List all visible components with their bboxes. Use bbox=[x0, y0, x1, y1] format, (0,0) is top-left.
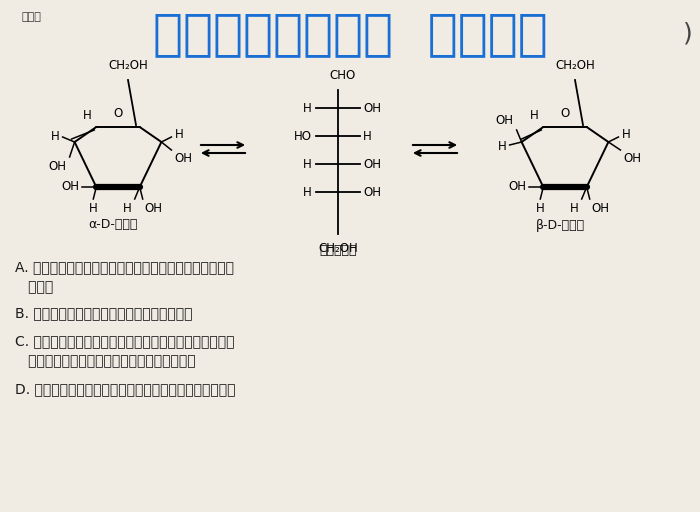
Text: H: H bbox=[89, 202, 98, 215]
Text: H: H bbox=[536, 202, 545, 215]
Text: O: O bbox=[561, 107, 570, 120]
Text: OH: OH bbox=[592, 202, 610, 215]
Text: H: H bbox=[363, 130, 372, 142]
Text: β-D-葡萄糖: β-D-葡萄糖 bbox=[536, 219, 584, 231]
Text: CH₂OH: CH₂OH bbox=[108, 59, 148, 72]
Text: 基不能连在同一碳原子上，不考虑立体异构）: 基不能连在同一碳原子上，不考虑立体异构） bbox=[15, 354, 195, 368]
Text: OH: OH bbox=[363, 158, 381, 170]
Text: ): ) bbox=[683, 22, 693, 46]
Text: H: H bbox=[498, 139, 507, 153]
Text: H: H bbox=[51, 130, 60, 142]
Text: CHO: CHO bbox=[330, 69, 356, 82]
Text: H: H bbox=[570, 202, 579, 215]
Text: H: H bbox=[303, 158, 312, 170]
Text: A. 根据红外光谱可确定锁式、氧环式葡萄糖中存在不同的: A. 根据红外光谱可确定锁式、氧环式葡萄糖中存在不同的 bbox=[15, 260, 234, 274]
Text: OH: OH bbox=[624, 152, 641, 165]
Text: CH₂OH: CH₂OH bbox=[318, 242, 358, 255]
Text: H: H bbox=[529, 109, 538, 122]
Text: B. 氧环式葡萄糖分子中环上的碳原子不共平面: B. 氧环式葡萄糖分子中环上的碳原子不共平面 bbox=[15, 306, 192, 320]
Text: HO: HO bbox=[294, 130, 312, 142]
Text: H: H bbox=[123, 202, 132, 215]
Text: D. 类比上述反应，糖溶液存在锁式结构与环式结构的平衡: D. 类比上述反应，糖溶液存在锁式结构与环式结构的平衡 bbox=[15, 382, 235, 396]
Text: H: H bbox=[174, 129, 183, 141]
Text: OH: OH bbox=[145, 202, 162, 215]
Text: 官能团: 官能团 bbox=[15, 280, 53, 294]
Text: OH: OH bbox=[62, 181, 79, 194]
Text: O: O bbox=[113, 107, 122, 120]
Text: 误的是: 误的是 bbox=[22, 12, 42, 22]
Text: OH: OH bbox=[48, 160, 66, 173]
Text: OH: OH bbox=[363, 185, 381, 199]
Text: α-D-葡萄糖: α-D-葡萄糖 bbox=[88, 219, 138, 231]
Text: OH: OH bbox=[496, 114, 514, 127]
Text: OH: OH bbox=[174, 152, 193, 165]
Text: OH: OH bbox=[508, 181, 526, 194]
Text: 微信公众号关注：  趣找答案: 微信公众号关注： 趣找答案 bbox=[153, 10, 547, 58]
Text: H: H bbox=[303, 185, 312, 199]
Text: H: H bbox=[622, 129, 630, 141]
Text: OH: OH bbox=[363, 101, 381, 115]
Text: C. 含有醉罰基的锁式葡萄糖的同分异构体有两种（两个羟: C. 含有醉罰基的锁式葡萄糖的同分异构体有两种（两个羟 bbox=[15, 334, 234, 348]
Text: 锁式葡萄糖: 锁式葡萄糖 bbox=[319, 244, 357, 257]
Text: CH₂OH: CH₂OH bbox=[555, 59, 595, 72]
Text: H: H bbox=[83, 109, 91, 122]
Text: H: H bbox=[303, 101, 312, 115]
